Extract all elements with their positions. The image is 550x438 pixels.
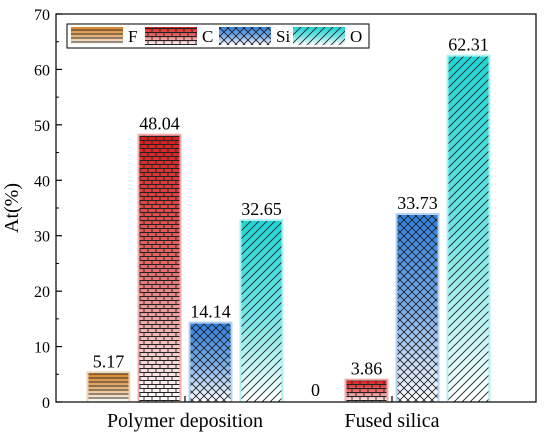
bar-pattern-o-polymer <box>241 221 282 402</box>
data-label-si-silica: 33.73 <box>397 193 438 213</box>
bar-pattern-f-polymer <box>88 373 129 402</box>
y-tick-label: 20 <box>34 284 50 301</box>
legend-swatch-pattern-si <box>219 27 271 45</box>
data-label-f-polymer: 5.17 <box>93 351 125 371</box>
legend: F C Si O <box>66 23 370 49</box>
legend-label-o: O <box>350 27 362 46</box>
y-tick-label: 10 <box>34 340 50 357</box>
legend-label-c: C <box>202 27 213 46</box>
x-category-label: Polymer deposition <box>107 410 263 432</box>
bar-pattern-si-polymer <box>190 323 231 402</box>
data-label-c-polymer: 48.04 <box>139 114 180 134</box>
y-tick-label: 0 <box>42 395 50 412</box>
data-labels-layer: 5.17 48.04 14.14 32.65 0 3.86 33.73 62.31 <box>93 35 489 400</box>
bars-layer <box>86 54 491 403</box>
data-label-o-silica: 62.31 <box>448 35 489 55</box>
bar-pattern-si-silica <box>397 215 438 402</box>
y-axis-title: At(%) <box>1 183 23 233</box>
bar-pattern-o-silica <box>448 56 489 402</box>
x-category-label: Fused silica <box>345 410 440 432</box>
legend-swatch-pattern-f <box>71 27 123 45</box>
data-label-o-polymer: 32.65 <box>241 199 282 219</box>
data-label-c-silica: 3.86 <box>351 359 383 379</box>
legend-swatch-pattern-o <box>293 27 345 45</box>
y-tick-label: 40 <box>34 173 50 190</box>
y-tick-label: 60 <box>34 62 50 79</box>
legend-swatch-pattern-c <box>145 27 197 45</box>
bar-pattern-c-silica <box>346 380 387 402</box>
bar-pattern-c-polymer <box>139 135 180 403</box>
y-tick-label: 50 <box>34 118 50 135</box>
legend-label-si: Si <box>276 27 290 46</box>
y-tick-label: 70 <box>34 7 50 24</box>
y-axis-ticks: 0 10 20 30 40 50 60 70 <box>34 7 62 412</box>
data-label-si-polymer: 14.14 <box>190 302 231 322</box>
data-label-f-silica: 0 <box>311 380 320 400</box>
x-axis-category-labels: Polymer deposition Fused silica <box>107 396 440 432</box>
legend-label-f: F <box>128 27 137 46</box>
y-tick-label: 30 <box>34 229 50 246</box>
